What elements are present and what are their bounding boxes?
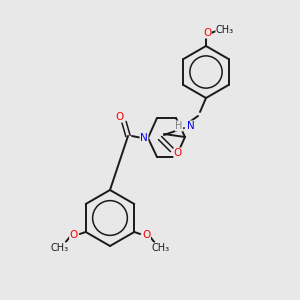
Text: O: O	[115, 112, 123, 122]
Text: O: O	[70, 230, 78, 240]
Text: CH₃: CH₃	[151, 243, 169, 253]
Text: CH₃: CH₃	[216, 25, 234, 35]
Text: N: N	[140, 133, 148, 143]
Text: H: H	[175, 121, 183, 131]
Text: O: O	[174, 148, 182, 158]
Text: N: N	[187, 121, 195, 131]
Text: CH₃: CH₃	[51, 243, 69, 253]
Text: O: O	[142, 230, 150, 240]
Text: O: O	[203, 28, 211, 38]
